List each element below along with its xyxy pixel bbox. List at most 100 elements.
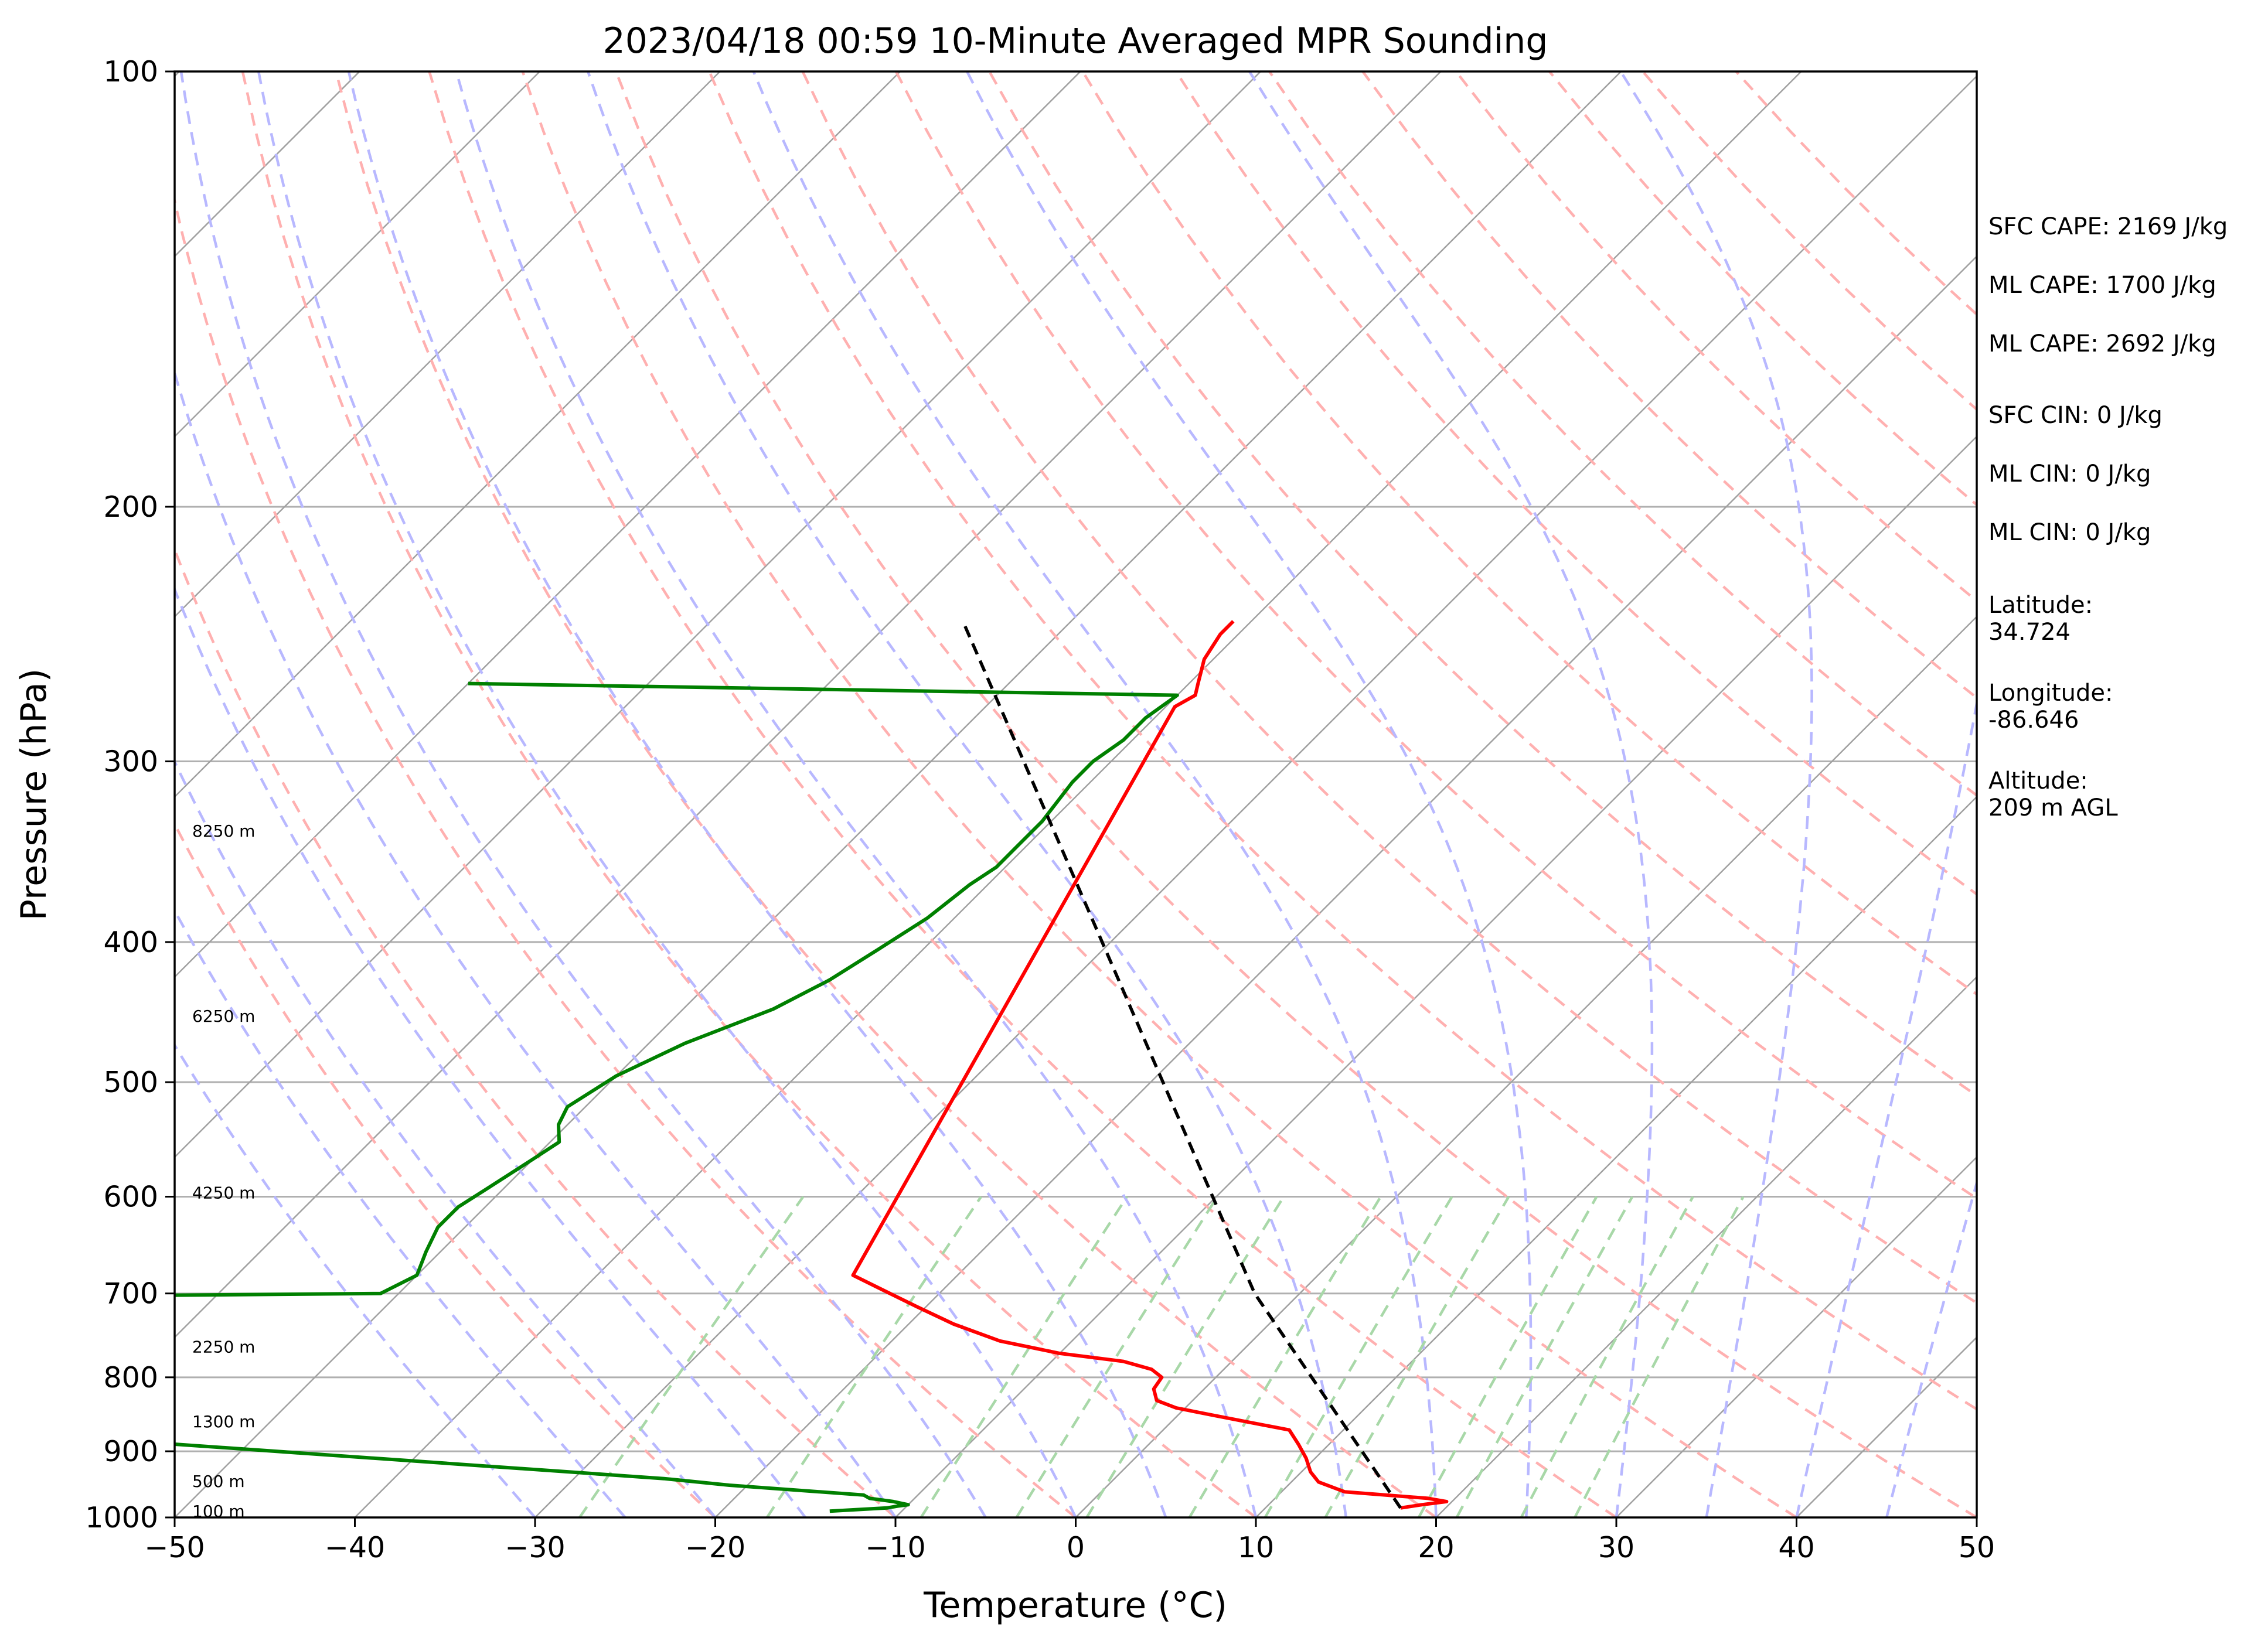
height-annotation: 1300 m <box>192 1412 255 1431</box>
x-tick-label: 10 <box>1238 1531 1274 1564</box>
x-tick-label: 30 <box>1598 1531 1634 1564</box>
height-labels: 100 m 500 m 1300 m 2250 m 4250 m 6250 m 8250 m <box>192 821 255 1521</box>
height-annotation: 100 m <box>192 1502 245 1521</box>
isotherm-line <box>714 255 1977 1517</box>
x-axis-label: Temperature (°C) <box>923 1585 1227 1626</box>
info-line: ML CAPE: 1700 J/kg <box>1988 272 2216 299</box>
isotherm-line <box>1616 1156 1977 1517</box>
moist-adiabat <box>455 71 1258 1517</box>
y-tick-label: 900 <box>103 1435 158 1468</box>
x-tick-label: 20 <box>1418 1531 1454 1564</box>
dry-adiabat <box>175 195 1077 1517</box>
moist-adiabat <box>587 71 1348 1517</box>
dry-adiabat <box>615 71 1977 1517</box>
y-tick-label: 600 <box>103 1180 158 1213</box>
y-tick-label: 200 <box>103 490 158 524</box>
info-line: SFC CAPE: 2169 J/kg <box>1988 213 2228 240</box>
chart-title: 2023/04/18 00:59 10-Minute Averaged MPR … <box>603 21 1548 62</box>
height-annotation: 4250 m <box>192 1183 255 1202</box>
moist-adiabat <box>257 71 1077 1517</box>
y-axis-label: Pressure (hPa) <box>13 668 55 920</box>
mixing-ratio-line <box>1574 1196 1745 1517</box>
dry-adiabat <box>801 71 1977 1305</box>
height-annotation: 8250 m <box>192 821 255 841</box>
moist-adiabat <box>175 758 717 1517</box>
dry-adiabat <box>428 71 1617 1517</box>
y-tick-label: 800 <box>103 1361 158 1394</box>
mixing-ratio-line <box>765 1196 982 1517</box>
moist-adiabat <box>347 71 1167 1517</box>
dewpoint-profile-line <box>175 681 1179 1513</box>
dry-adiabat <box>241 71 1257 1517</box>
dry-adiabat <box>521 71 1797 1517</box>
moist-adiabat <box>175 585 807 1517</box>
dry-adiabat <box>1081 71 1977 996</box>
dry-adiabat <box>708 71 1977 1411</box>
y-tick-label: 300 <box>103 745 158 779</box>
info-line: -86.646 <box>1988 707 2079 734</box>
axis-ticks: −50 −40 −30 −20 −10 0 10 20 30 40 50 100 200 300 400 50… <box>85 55 1995 1564</box>
isotherm-line <box>1075 615 1977 1517</box>
isotherm-line <box>175 71 1261 1158</box>
isotherm-line <box>175 71 1442 1339</box>
x-tick-label: −50 <box>144 1531 205 1564</box>
mixing-ratio-line <box>1324 1196 1510 1517</box>
mixing-ratio-line <box>1520 1196 1694 1517</box>
mixing-ratio-line <box>1188 1196 1382 1517</box>
isotherm-line <box>175 71 540 438</box>
dry-adiabat <box>175 821 717 1517</box>
info-line: 209 m AGL <box>1988 794 2118 821</box>
mixing-ratio-line <box>1455 1196 1634 1517</box>
y-tick-label: 100 <box>103 55 158 88</box>
x-tick-label: −30 <box>505 1531 565 1564</box>
isotherm-line <box>175 71 721 618</box>
data-lines <box>175 620 1449 1513</box>
moist-adiabat <box>179 71 987 1517</box>
info-line: ML CIN: 0 J/kg <box>1988 519 2151 546</box>
y-tick-label: 700 <box>103 1277 158 1311</box>
x-tick-label: 40 <box>1778 1531 1814 1564</box>
dry-adiabat <box>988 71 1977 1097</box>
info-line: ML CAPE: 2692 J/kg <box>1988 330 2216 357</box>
x-tick-label: −40 <box>325 1531 385 1564</box>
x-tick-label: 0 <box>1067 1531 1085 1564</box>
isotherm-line <box>175 71 901 798</box>
x-tick-label: 50 <box>1959 1531 1995 1564</box>
isotherm-line <box>1255 796 1977 1517</box>
info-line: SFC CIN: 0 J/kg <box>1988 402 2163 429</box>
info-line: Latitude: <box>1988 592 2093 619</box>
temperature-profile-line <box>851 620 1449 1510</box>
info-line: Longitude: <box>1988 680 2113 707</box>
moist-adiabat <box>752 71 1438 1517</box>
height-annotation: 2250 m <box>192 1338 255 1357</box>
x-tick-label: −20 <box>685 1531 745 1564</box>
isotherm-line <box>175 71 1081 978</box>
dry-adiabat <box>894 71 1977 1200</box>
moist-adiabat <box>1619 71 1813 1517</box>
info-panel: SFC CAPE: 2169 J/kg ML CAPE: 1700 J/kg ML … <box>1988 213 2228 821</box>
moist-adiabat <box>966 71 1533 1517</box>
moist-adiabat <box>175 908 626 1517</box>
parcel-profile-line <box>961 620 1402 1509</box>
moist-adiabat <box>175 368 897 1517</box>
info-line: 34.724 <box>1988 619 2071 646</box>
moist-adiabat <box>175 1042 536 1517</box>
isotherm-line <box>895 435 1977 1517</box>
isotherm-line <box>354 71 1802 1517</box>
height-annotation: 500 m <box>192 1472 245 1491</box>
mixing-ratio-line <box>1015 1196 1219 1517</box>
isotherm-line <box>1435 976 1977 1517</box>
background-lines <box>175 71 1977 1517</box>
height-annotation: 6250 m <box>192 1007 255 1026</box>
moist-adiabat <box>1795 696 1977 1517</box>
mixing-ratio-line <box>1264 1196 1453 1517</box>
isotherm-line <box>534 75 1977 1517</box>
mixing-ratio-line <box>920 1196 1128 1517</box>
y-tick-label: 400 <box>103 926 158 959</box>
dry-adiabat <box>335 71 1437 1517</box>
dry-adiabat <box>175 546 897 1517</box>
info-line: Altitude: <box>1988 768 2088 794</box>
info-line: ML CIN: 0 J/kg <box>1988 461 2151 487</box>
